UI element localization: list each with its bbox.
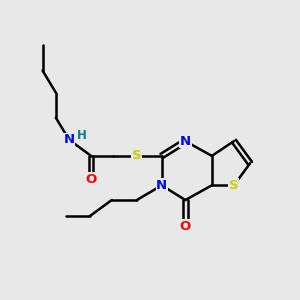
Text: N: N [180, 135, 191, 148]
Text: S: S [229, 179, 239, 192]
Text: N: N [64, 133, 75, 146]
Text: H: H [76, 129, 86, 142]
Text: N: N [156, 179, 167, 192]
Text: O: O [85, 173, 97, 186]
Text: S: S [132, 149, 142, 162]
Text: O: O [180, 220, 191, 233]
